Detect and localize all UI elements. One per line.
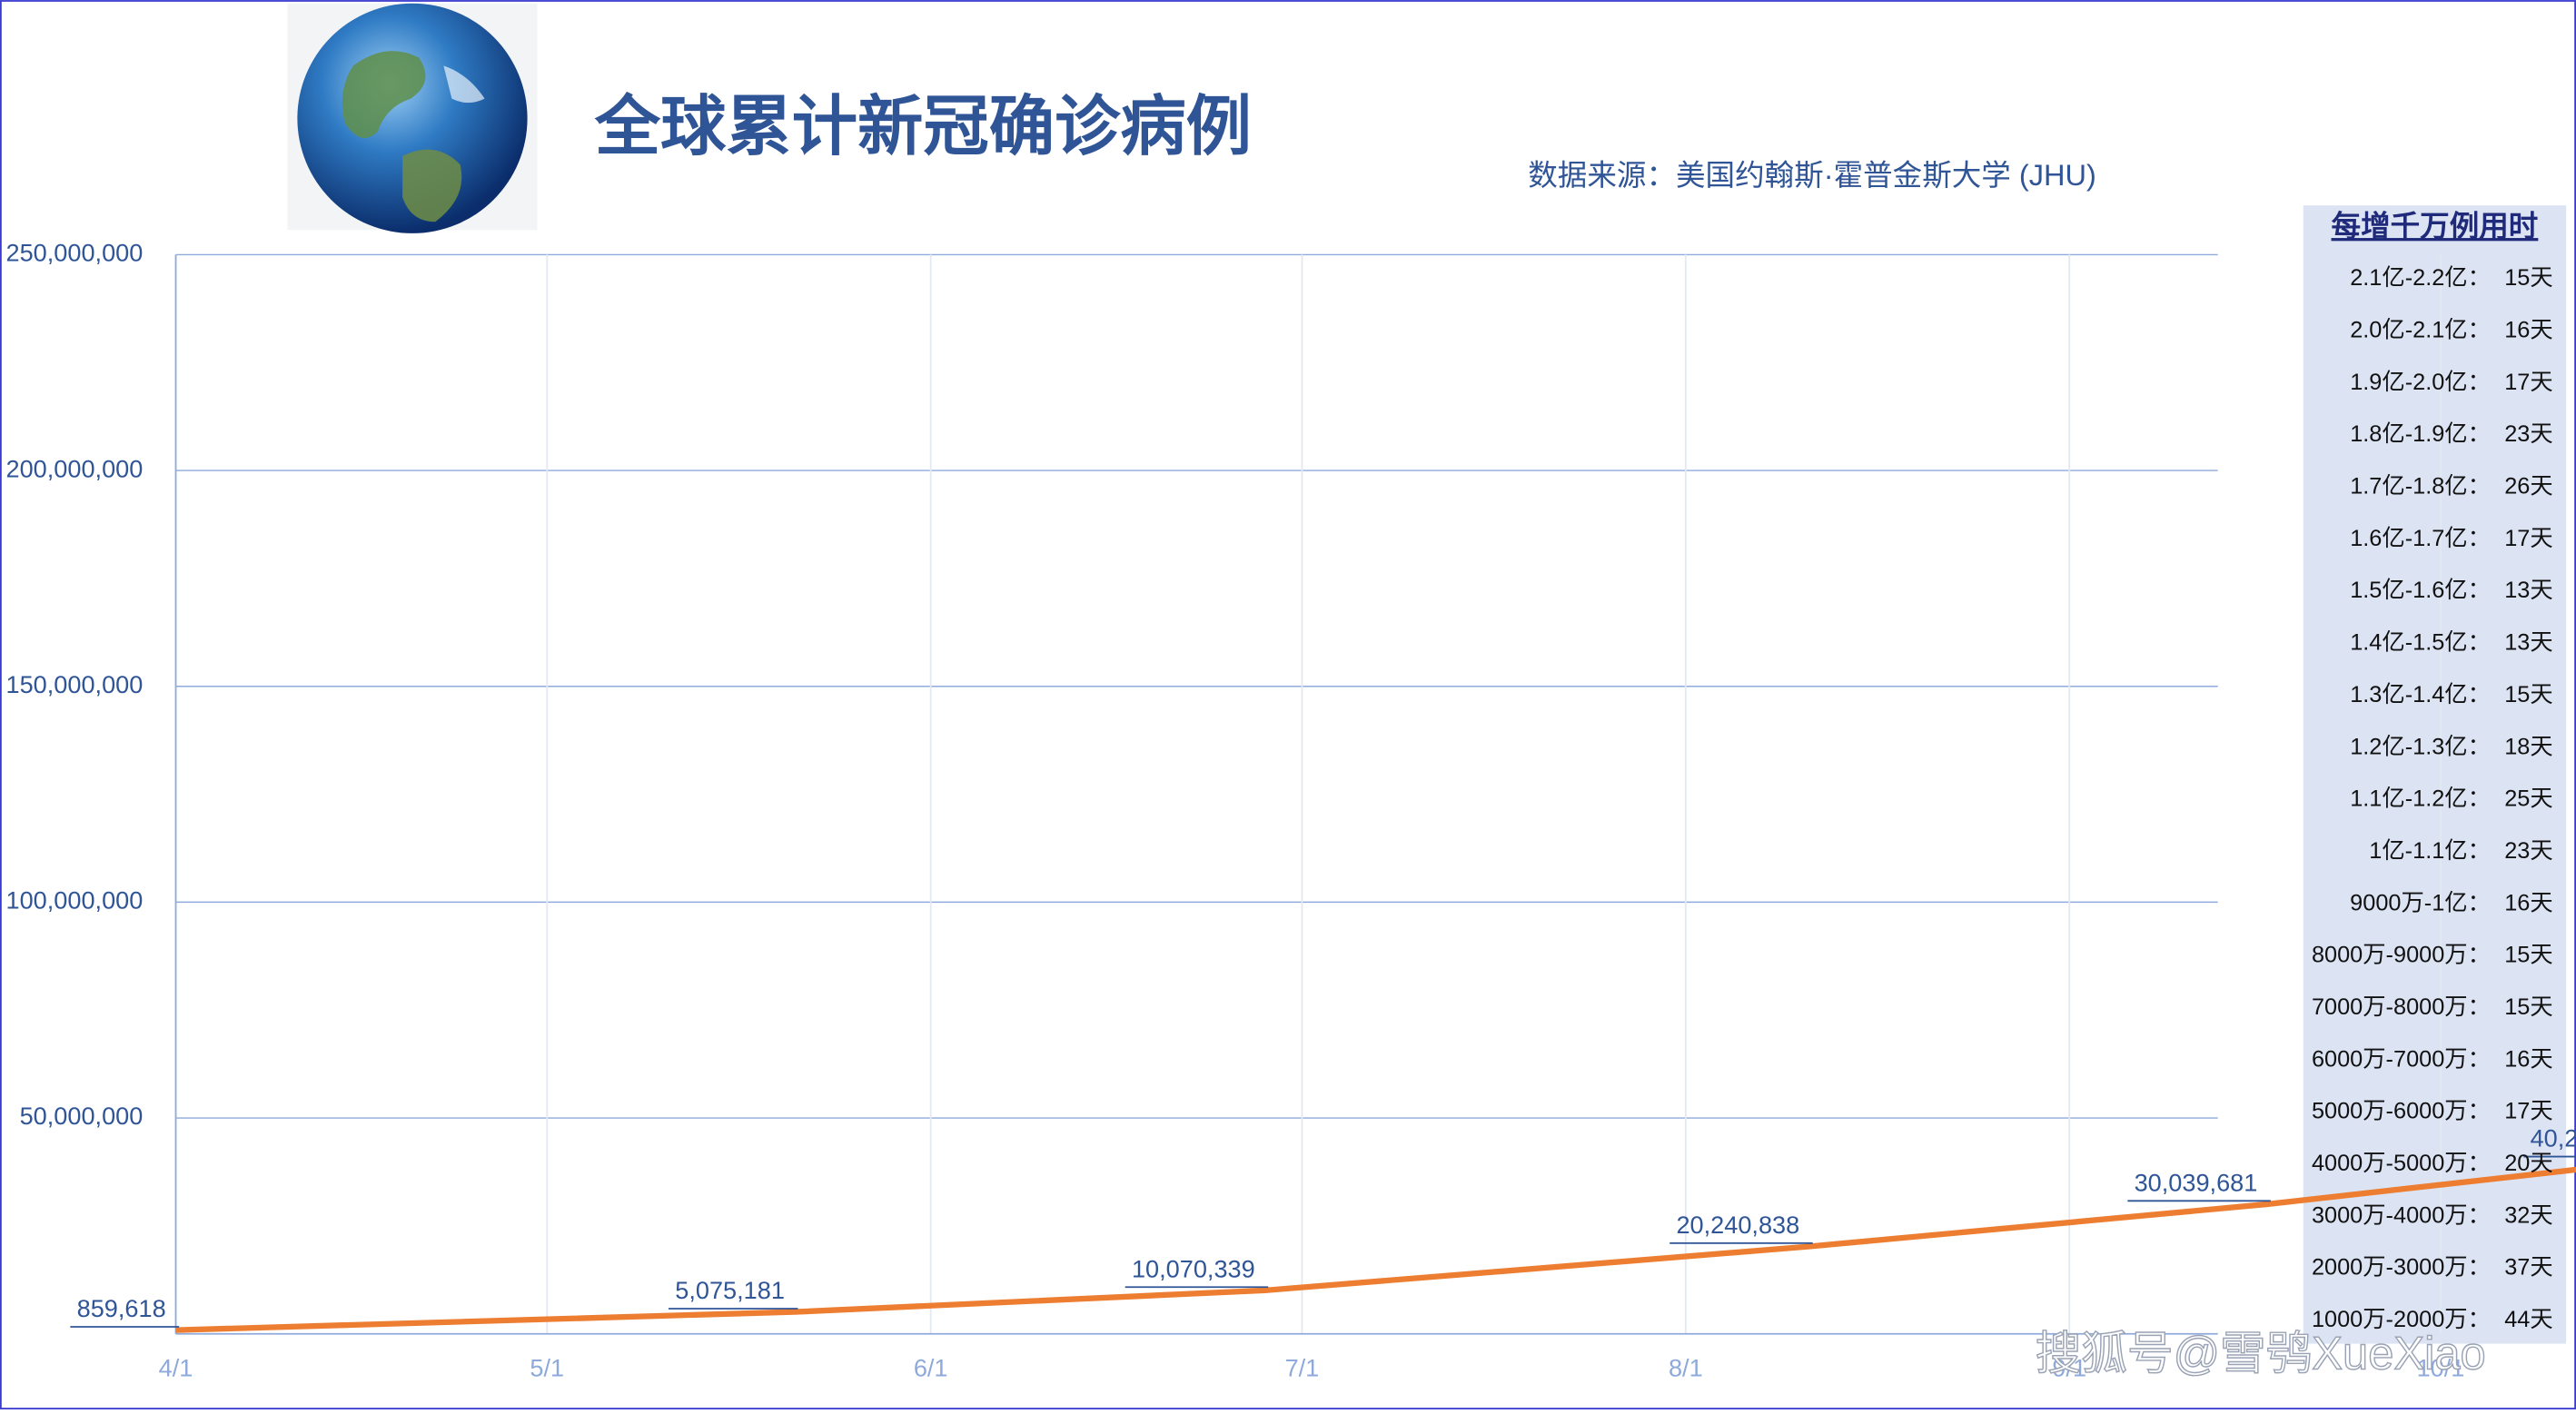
- y-tick-label: 150,000,000: [6, 670, 144, 698]
- side-row-label: 1.8亿-1.9亿：: [2350, 421, 2491, 447]
- data-line: [175, 1166, 2576, 1333]
- x-tick-label: 6/1: [914, 1354, 948, 1382]
- side-panel: [2303, 205, 2567, 1344]
- side-row-label: 1.3亿-1.4亿：: [2350, 682, 2491, 707]
- side-row-label: 1.1亿-1.2亿：: [2350, 786, 2491, 812]
- side-row-label: 1.5亿-1.6亿：: [2350, 578, 2491, 603]
- side-row-label: 1.9亿-2.0亿：: [2350, 370, 2491, 395]
- side-row-label: 1.7亿-1.8亿：: [2350, 474, 2491, 499]
- side-row-value: 25天: [2504, 786, 2552, 812]
- side-row-label: 2.1亿-2.2亿：: [2350, 265, 2491, 291]
- x-tick-label: 8/1: [1669, 1354, 1703, 1382]
- side-row-value: 13天: [2504, 630, 2552, 656]
- side-row-value: 13天: [2504, 578, 2552, 603]
- side-row-label: 3000万-4000万：: [2312, 1202, 2491, 1228]
- x-tick-label: 9/1: [2052, 1354, 2086, 1382]
- side-row-value: 17天: [2504, 370, 2552, 395]
- data-label: 20,240,838: [1676, 1211, 1799, 1239]
- side-row-label: 5000万-6000万：: [2312, 1099, 2491, 1124]
- data-label: 10,070,339: [1132, 1254, 1255, 1282]
- side-row-value: 15天: [2504, 682, 2552, 707]
- side-panel-title: 每增千万例用时: [2332, 209, 2539, 242]
- side-row-label: 1.6亿-1.7亿：: [2350, 526, 2491, 551]
- x-tick-label: 10/1: [2417, 1354, 2465, 1382]
- data-label: 40,296,207: [2531, 1124, 2576, 1152]
- side-row-value: 16天: [2504, 318, 2552, 343]
- x-tick-label: 7/1: [1285, 1354, 1320, 1382]
- side-row-label: 7000万-8000万：: [2312, 994, 2491, 1020]
- side-row-value: 23天: [2504, 421, 2552, 447]
- y-tick-label: 100,000,000: [6, 886, 144, 915]
- side-row-label: 1.2亿-1.3亿：: [2350, 734, 2491, 759]
- side-row-value: 16天: [2504, 1046, 2552, 1072]
- side-row-value: 23天: [2504, 838, 2552, 864]
- side-row-label: 1.4亿-1.5亿：: [2350, 630, 2491, 656]
- side-row-label: 2.0亿-2.1亿：: [2350, 318, 2491, 343]
- side-row-label: 1000万-2000万：: [2312, 1307, 2491, 1332]
- y-tick-label: 200,000,000: [6, 454, 144, 482]
- globe: [287, 3, 538, 233]
- side-row-value: 17天: [2504, 1099, 2552, 1124]
- data-label: 5,075,181: [675, 1276, 785, 1304]
- side-row-value: 15天: [2504, 943, 2552, 968]
- watermark: 搜狐号@雪鸮XueXiao: [2036, 1327, 2486, 1379]
- side-row-value: 44天: [2504, 1307, 2552, 1332]
- data-label: 859,618: [77, 1294, 166, 1322]
- chart-subtitle: 数据来源：美国约翰斯·霍普金斯大学 (JHU): [1528, 159, 2096, 192]
- side-row-value: 15天: [2504, 265, 2552, 291]
- side-row-value: 15天: [2504, 994, 2552, 1020]
- side-row-value: 18天: [2504, 734, 2552, 759]
- x-tick-label: 5/1: [530, 1354, 564, 1382]
- side-row-label: 6000万-7000万：: [2312, 1046, 2491, 1072]
- y-tick-label: 250,000,000: [6, 239, 144, 267]
- side-row-label: 2000万-3000万：: [2312, 1255, 2491, 1281]
- side-row-value: 16天: [2504, 890, 2552, 915]
- side-row-value: 32天: [2504, 1202, 2552, 1228]
- x-tick-label: 4/1: [159, 1354, 193, 1382]
- data-label: 30,039,681: [2135, 1168, 2258, 1196]
- side-row-value: 20天: [2504, 1151, 2552, 1176]
- side-row-value: 26天: [2504, 474, 2552, 499]
- side-row-label: 1亿-1.1亿：: [2369, 838, 2491, 864]
- side-row-value: 37天: [2504, 1255, 2552, 1281]
- side-row-label: 8000万-9000万：: [2312, 943, 2491, 968]
- side-row-label: 4000万-5000万：: [2312, 1151, 2491, 1176]
- chart-title: 全球累计新冠确诊病例: [594, 91, 1252, 163]
- side-row-value: 17天: [2504, 526, 2552, 551]
- y-tick-label: 50,000,000: [20, 1102, 144, 1130]
- side-row-label: 9000万-1亿：: [2350, 890, 2491, 915]
